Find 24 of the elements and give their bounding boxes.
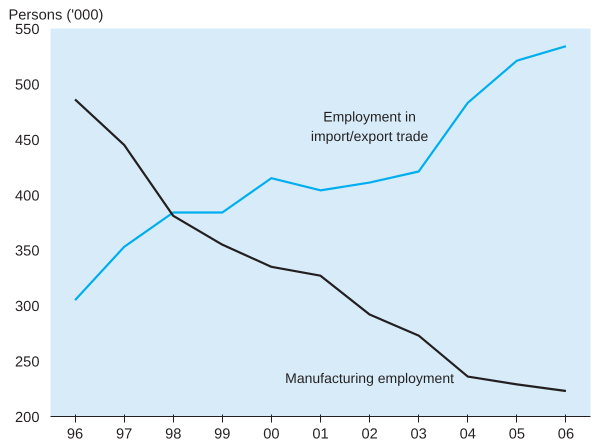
x-tick-label: 04 xyxy=(460,426,476,442)
y-tick-label: 550 xyxy=(15,22,40,38)
x-tick-label: 01 xyxy=(312,426,329,442)
x-tick-label: 02 xyxy=(361,426,378,442)
y-tick-label: 300 xyxy=(15,299,40,316)
y-axis-title: Persons ('000) xyxy=(8,8,104,24)
x-tick-label: 03 xyxy=(410,426,427,442)
x-tick-label: 06 xyxy=(558,426,574,442)
x-tick-label: 98 xyxy=(165,426,182,442)
x-tick-label: 97 xyxy=(116,426,132,442)
y-tick-label: 500 xyxy=(15,77,40,94)
x-tick-label: 05 xyxy=(508,426,526,442)
y-tick-label: 450 xyxy=(15,132,40,149)
line-series xyxy=(74,98,568,392)
y-tick-label: 250 xyxy=(15,354,40,371)
line-series xyxy=(74,45,568,302)
y-tick-label: 350 xyxy=(15,244,40,260)
x-tick-label: 96 xyxy=(66,426,84,442)
x-tick-label: 99 xyxy=(214,426,230,442)
x-tick-label: 00 xyxy=(263,426,280,442)
series-label: Employment in import/export trade xyxy=(310,108,429,144)
y-tick-label: 400 xyxy=(15,188,40,204)
series-label: Manufacturing employment xyxy=(285,370,454,386)
y-tick-label: 200 xyxy=(15,410,40,426)
